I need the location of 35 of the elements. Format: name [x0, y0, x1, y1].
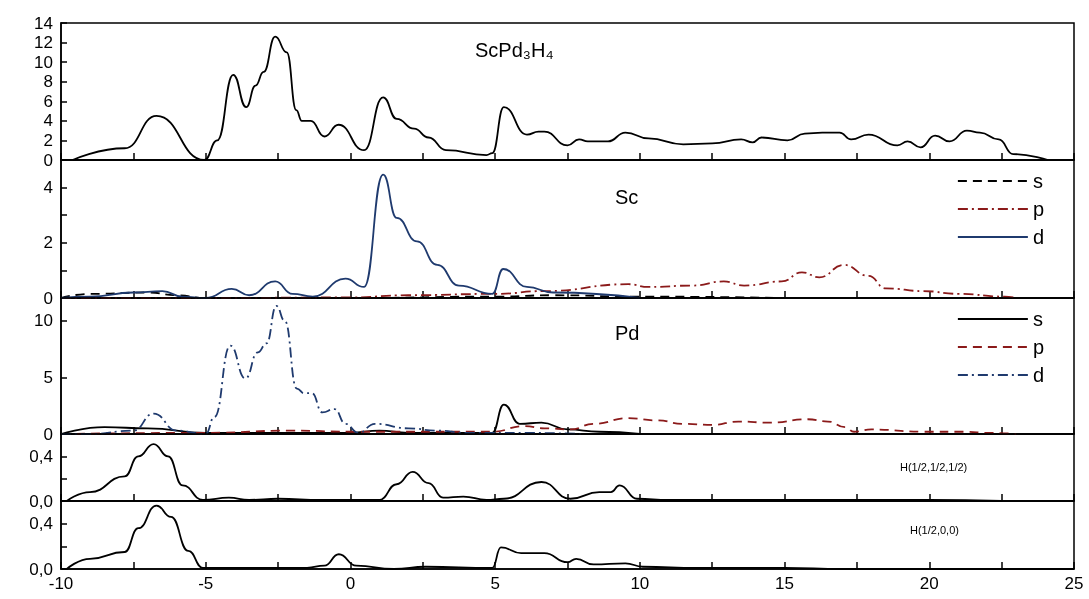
y-tick-label: 10: [34, 52, 53, 72]
y-tick-label: 0: [43, 424, 53, 444]
y-tick-label: 0: [43, 288, 53, 308]
x-tick-label: 20: [919, 574, 939, 593]
x-tick-label: 15: [775, 574, 795, 593]
y-tick-label: 4: [43, 111, 53, 131]
y-tick-label: 12: [34, 33, 53, 53]
legend-label: p: [1032, 336, 1044, 358]
legend-label: s: [1032, 308, 1043, 330]
x-tick-label: 25: [1064, 574, 1084, 593]
text: H(1/2,0,0): [910, 523, 959, 536]
y-tick-label: 14: [34, 13, 53, 33]
y-tick-label: 6: [43, 91, 53, 111]
text: H(1/2,1/2,1/2): [900, 460, 968, 473]
y-tick-label: 2: [43, 130, 53, 150]
y-tick-label: 0,4: [29, 514, 53, 534]
text: Pd: [615, 322, 640, 344]
legend-label: s: [1032, 170, 1043, 192]
x-tick-label: 10: [630, 574, 650, 593]
y-tick-label: 0,0: [29, 491, 53, 511]
legend-label: d: [1032, 364, 1044, 386]
x-tick-label: 5: [490, 574, 500, 593]
y-tick-label: 8: [43, 72, 53, 92]
y-tick-label: 5: [43, 367, 53, 387]
x-tick-label: -5: [198, 574, 214, 593]
y-tick-label: 10: [34, 311, 53, 331]
legend-label: d: [1032, 226, 1044, 248]
text: Sc: [615, 186, 639, 208]
y-tick-label: 0: [43, 150, 53, 170]
y-tick-label: 4: [43, 178, 53, 198]
text: ScPd₃H₄: [475, 39, 554, 61]
x-tick-label: 0: [345, 574, 356, 593]
y-tick-label: 2: [43, 233, 53, 253]
legend-label: p: [1032, 198, 1044, 220]
y-tick-label: 0,4: [29, 446, 53, 466]
